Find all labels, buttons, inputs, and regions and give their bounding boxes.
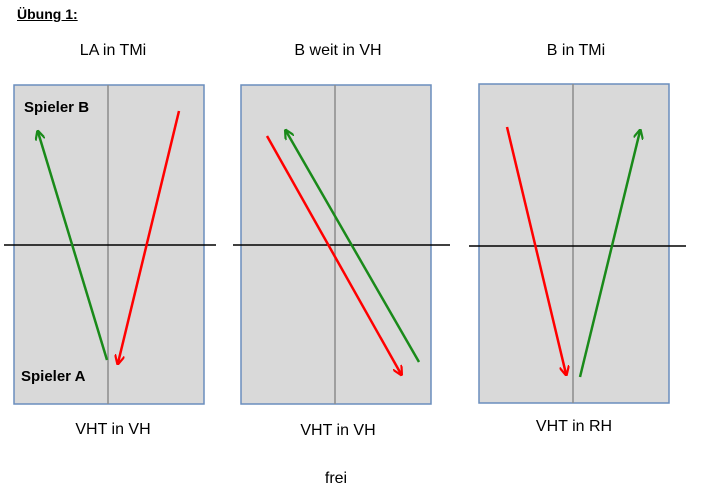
panel-2-title: B weit in VH bbox=[294, 42, 382, 59]
table-1-red-arrow bbox=[118, 110, 181, 363]
table-1 bbox=[4, 84, 216, 405]
panel-1-title: LA in TMi bbox=[79, 42, 147, 59]
table-2-red-arrow bbox=[265, 135, 401, 374]
panel-2-caption: VHT in VH bbox=[300, 422, 376, 439]
table-2-green-arrow bbox=[286, 131, 421, 363]
panel-1-caption: VHT in VH bbox=[75, 421, 151, 438]
footer-label: frei bbox=[324, 470, 348, 487]
panel-3-title: B in TMi bbox=[546, 42, 606, 59]
panel-3-caption: VHT in RH bbox=[535, 418, 613, 435]
table-3-red-arrow bbox=[505, 126, 566, 374]
player-a-label: Spieler A bbox=[21, 368, 86, 385]
table-2 bbox=[233, 84, 450, 405]
table-1-green-arrow bbox=[38, 132, 109, 361]
table-3-green-arrow bbox=[578, 131, 640, 378]
player-b-label: Spieler B bbox=[24, 99, 90, 116]
table-3 bbox=[469, 83, 686, 404]
exercise-heading: Übung 1: bbox=[17, 6, 78, 22]
